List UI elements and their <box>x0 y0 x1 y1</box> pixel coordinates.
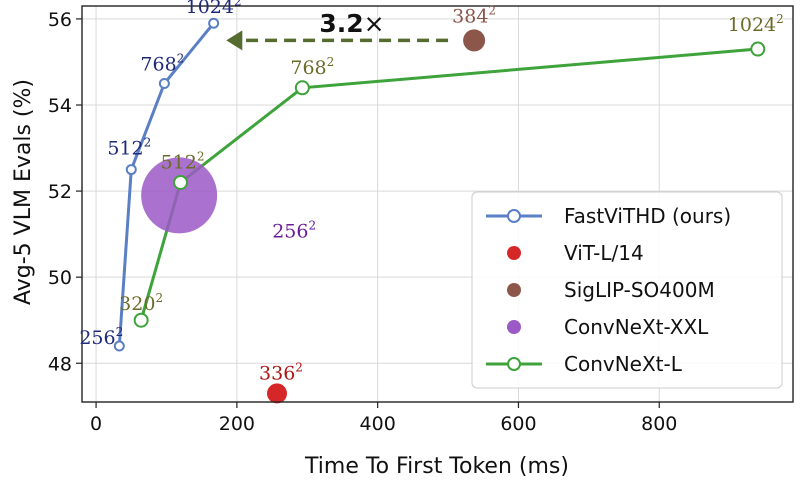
data-point-fastvithd-ours <box>208 17 220 29</box>
legend-marker <box>507 320 521 334</box>
x-tick-label: 400 <box>360 413 396 435</box>
data-label: 7682 <box>290 55 334 79</box>
legend-marker <box>507 357 521 371</box>
data-label: 2562 <box>272 218 316 242</box>
data-point-vit-l-14 <box>266 383 287 404</box>
axes: 0 200 400 600 800 48 50 52 54 56 <box>48 5 794 435</box>
data-label: 5122 <box>107 136 151 160</box>
legend-label: ConvNeXt-XXL <box>564 315 709 339</box>
legend: FastViTHD (ours) ViT-L/14 SigLIP-SO400M Con… <box>471 191 783 389</box>
data-label: 3362 <box>259 360 303 384</box>
legend-marker <box>507 209 521 223</box>
legend-label: SigLIP-SO400M <box>564 278 715 302</box>
y-tick-label: 50 <box>48 267 72 289</box>
data-point-fastvithd-ours <box>158 77 170 89</box>
y-tick-label: 54 <box>48 95 72 117</box>
legend-label: ConvNeXt-L <box>564 352 683 376</box>
legend-label: ViT-L/14 <box>564 241 644 265</box>
data-point-convnext-l <box>133 312 149 328</box>
legend-marker <box>507 283 521 297</box>
y-tick-label: 52 <box>48 181 72 203</box>
data-point-siglip-so400m <box>463 29 486 52</box>
data-point-convnext-l <box>750 41 766 57</box>
point-labels: 2562 5122 7682 10242 3362 3842 2562 3202 5122 768… <box>79 0 783 384</box>
series-line-fastvithd-ours <box>117 22 215 347</box>
data-label: 7682 <box>140 51 184 75</box>
data-point-convnext-l <box>294 80 310 96</box>
speedup-annotation: 3.2× <box>226 9 449 51</box>
y-tick-label: 56 <box>48 9 72 31</box>
data-label: 5122 <box>161 149 205 173</box>
data-label: 3842 <box>452 3 496 27</box>
data-point-fastvithd-ours <box>113 340 125 352</box>
speedup-label: 3.2× <box>319 9 384 38</box>
speedup-arrow-head <box>226 30 243 51</box>
legend-label: FastViTHD (ours) <box>564 204 731 228</box>
data-point-convnext-l <box>173 174 189 190</box>
plot-frame <box>81 5 794 403</box>
x-tick-label: 200 <box>219 413 255 435</box>
y-axis-label: Avg-5 VLM Evals (%) <box>11 79 36 305</box>
data-point-fastvithd-ours <box>125 164 137 176</box>
data-label: 10242 <box>186 0 242 18</box>
y-tick-label: 48 <box>48 353 72 375</box>
data-label: 3202 <box>119 291 163 315</box>
data-label: 2562 <box>79 325 123 349</box>
data-point-convnext-xxl <box>141 157 218 234</box>
x-tick-label: 0 <box>90 413 102 435</box>
legend-box <box>471 191 783 389</box>
series-layer <box>113 17 766 404</box>
x-axis-label: Time To First Token (ms) <box>304 454 569 479</box>
series-line-convnext-l <box>139 47 758 321</box>
x-tick-label: 600 <box>500 413 536 435</box>
x-tick-label: 800 <box>641 413 677 435</box>
legend-marker <box>507 246 521 260</box>
data-label: 10242 <box>728 12 784 36</box>
